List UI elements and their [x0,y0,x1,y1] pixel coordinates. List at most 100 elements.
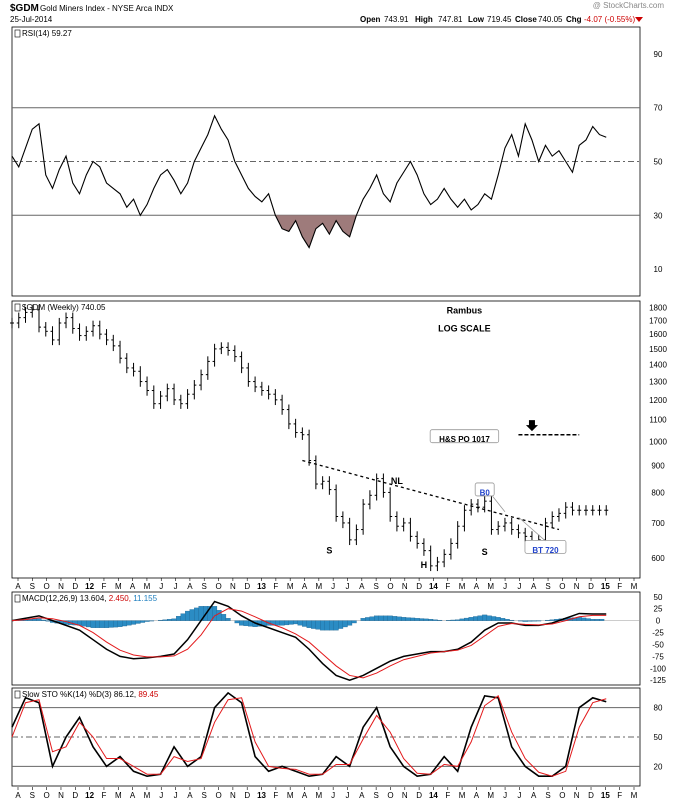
sto-xtick-label: D [72,791,78,800]
price-bar [570,502,575,516]
macd-hist-bar [504,619,510,621]
price-xtick-label: S [202,582,207,591]
price-ytick-label: 1700 [649,316,667,325]
price-bar [604,505,609,516]
macd-hist-bar [311,620,317,629]
open-label: Open [360,15,381,24]
sto-xtick-label: N [58,791,64,800]
macd-hist-bar [320,620,326,631]
price-xtick-label: N [230,582,236,591]
price-xtick-label: 13 [257,582,266,591]
macd-hist-bar [90,620,96,628]
price-xtick-label: 14 [429,582,438,591]
down-arrow-icon [525,420,538,432]
rsi-ytick-label: 50 [654,158,663,167]
price-xtick-label: J [331,582,335,591]
sto-xtick-label: 12 [85,791,94,800]
price-bar [502,517,507,532]
sto-legend-v2: 89.45 [138,690,159,699]
rsi-ytick-label: 70 [654,104,663,113]
price-bar [556,508,561,522]
price-bar [219,342,224,355]
sto-xtick-label: M [144,791,151,800]
panel-frame-price [11,300,641,579]
chart-index-name: Gold Miners Index - NYSE Arca INDX [40,4,174,13]
price-bar [462,505,467,532]
sto-xtick-label: M [316,791,323,800]
sto-xtick-label: O [387,791,393,800]
price-xtick-label: D [244,582,250,591]
macd-hist-bar [486,615,492,621]
macd-hist-bar [162,619,168,621]
macd-hist-bar [585,618,591,621]
macd-ytick-label: -25 [652,629,664,638]
macd-hist-bar [216,610,222,621]
macd-legend-v3: 11.155 [133,594,157,603]
macd-ytick-label: 25 [654,605,663,614]
price-bar [489,496,494,535]
macd-hist-bar [495,617,501,621]
price-bar [421,538,426,556]
price-bar [415,531,420,549]
price-bar [523,527,528,542]
price-annotation: S [326,546,332,556]
price-xtick-label: D [72,582,78,591]
price-xtick-label: O [44,582,50,591]
price-bar [131,362,136,377]
macd-hist-bar [347,620,353,626]
sto-xtick-label: D [588,791,594,800]
macd-ytick-label: 0 [656,617,661,626]
price-bar [347,517,352,546]
price-xtick-label: A [302,582,308,591]
price-ytick-label: 700 [651,519,665,528]
rsi-ytick-label: 30 [654,211,663,220]
price-xtick-label: J [503,582,507,591]
macd-hist-bar [86,620,92,628]
price-xtick-label: F [445,582,450,591]
price-annotation: Rambus [447,306,483,316]
price-bar [334,484,339,522]
price-xtick-label: M [487,582,494,591]
sto-xtick-label: M [115,791,122,800]
price-annotation: NL [391,476,403,486]
price-xtick-label: M [115,582,122,591]
price-xtick-label: O [215,582,221,591]
price-bar [178,394,183,409]
sto-xtick-label: S [545,791,550,800]
chg-value: -4.07 (-0.55%) [584,15,635,24]
price-bar [246,362,251,387]
macd-hist-bar [225,618,231,621]
macd-hist-bar [36,618,42,621]
price-xtick-label: 15 [601,582,610,591]
sto-xtick-label: J [345,791,349,800]
macd-hist-bar [171,618,177,621]
macd-hist-bar [31,618,38,621]
macd-legend-v1: 13.604, [80,594,109,603]
macd-hist-bar [275,620,281,626]
macd-hist-bar [396,616,402,621]
sto-legend-prefix: Slow STO %K(14) %D(3) [22,690,114,699]
price-ytick-label: 1400 [649,361,667,370]
price-bar [77,323,82,341]
sto-xtick-label: A [531,791,537,800]
price-xtick-label: A [187,582,193,591]
price-bar [374,473,379,501]
price-bar [442,549,447,568]
price-xtick-label: S [373,582,378,591]
price-bar [516,524,521,539]
macd-hist-bar [189,609,195,621]
macd-hist-bar [464,617,470,621]
price-xtick-label: M [316,582,323,591]
close-value: 740.05 [538,15,563,24]
macd-ytick-label: 50 [654,593,663,602]
price-bar [394,511,399,532]
sto-xtick-label: F [617,791,622,800]
sto-xtick-label: M [631,791,638,800]
macd-ytick-label: -75 [652,652,664,661]
price-ytick-label: 1200 [649,396,667,405]
price-bar [111,334,116,352]
sto-xtick-label: N [230,791,236,800]
price-xtick-label: J [174,582,178,591]
macd-hist-bar [315,620,321,630]
